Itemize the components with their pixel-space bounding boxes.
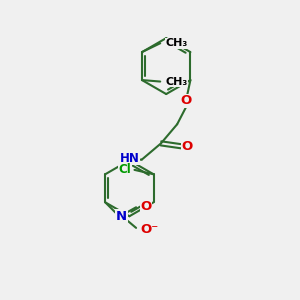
Text: HN: HN <box>120 152 140 165</box>
Text: CH₃: CH₃ <box>166 76 188 86</box>
Text: CH₃: CH₃ <box>166 38 188 48</box>
Text: O: O <box>181 140 193 153</box>
Text: N: N <box>116 210 127 223</box>
Text: O: O <box>140 200 152 213</box>
Text: Cl: Cl <box>118 164 131 176</box>
Text: O⁻: O⁻ <box>140 223 158 236</box>
Text: O: O <box>180 94 192 107</box>
